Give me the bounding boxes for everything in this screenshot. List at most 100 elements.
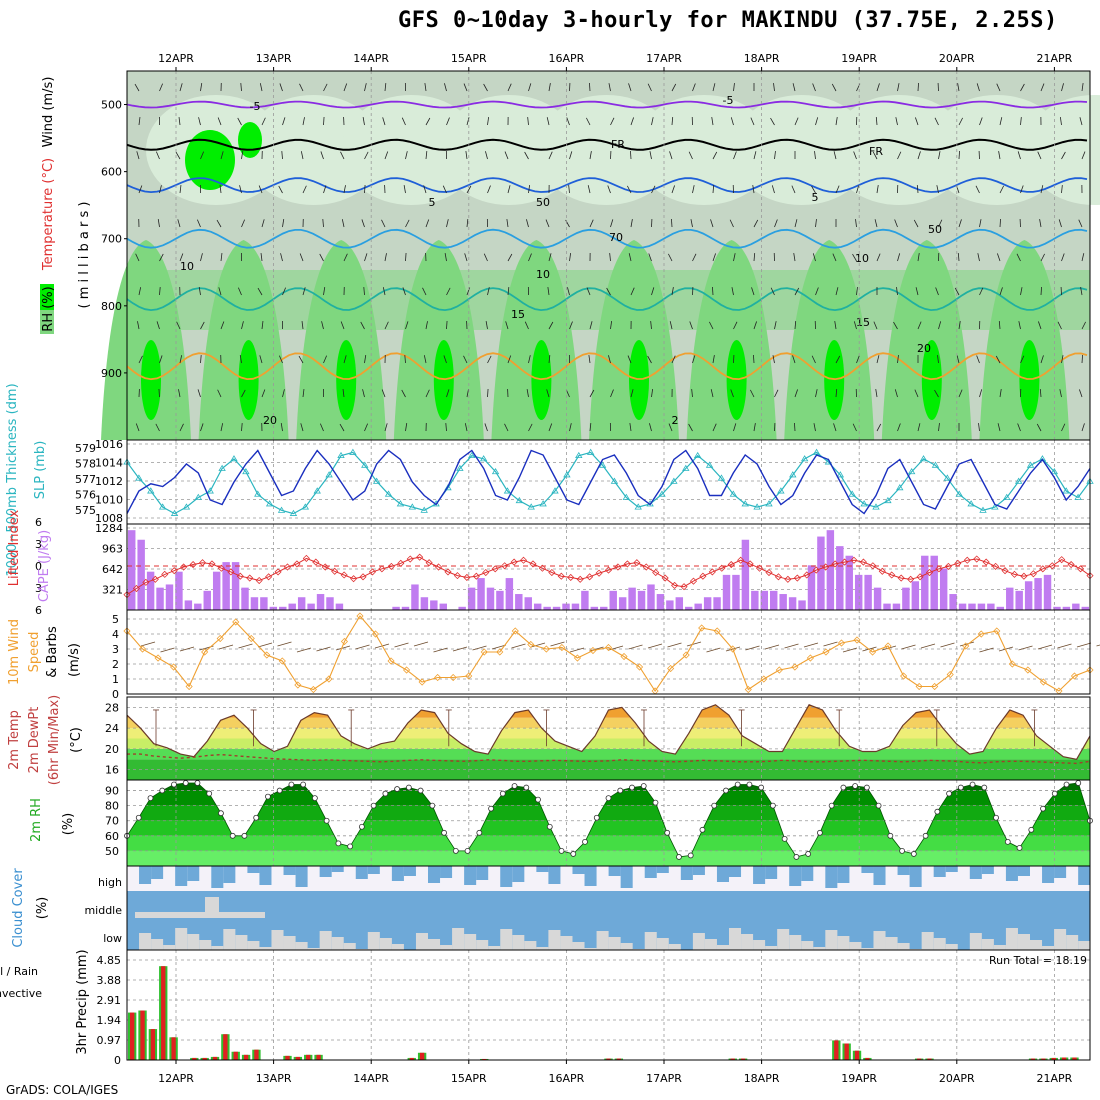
wind-barb — [444, 253, 447, 262]
thickness-marker — [836, 471, 845, 478]
wind-barb — [1020, 83, 1025, 92]
wind-barb — [958, 321, 961, 330]
wind-barb — [1079, 117, 1083, 126]
rh-saturated-core — [726, 340, 747, 420]
wind-barb — [997, 423, 1001, 432]
thickness-marker — [967, 500, 975, 507]
lifted-marker — [406, 555, 414, 563]
wind-barb — [528, 83, 532, 92]
cloud-high-bar — [825, 866, 838, 888]
thickness-marker — [860, 500, 868, 507]
wind-barb — [751, 287, 755, 296]
wind10-barb — [979, 647, 994, 653]
cloud-low-bar — [524, 941, 537, 950]
cape-bar — [411, 584, 419, 610]
lifted-marker — [1029, 570, 1037, 578]
precip-convective-bar — [616, 1058, 622, 1060]
rh2m-marker — [781, 835, 788, 842]
wind-barb — [423, 185, 427, 194]
rh2m-marker — [840, 784, 847, 791]
temp-tick-label: 16 — [105, 764, 119, 777]
rh2m-band — [127, 835, 1090, 851]
wind-barb — [998, 151, 1001, 160]
thickness-marker — [396, 500, 405, 507]
wind-barb — [651, 117, 654, 126]
wind10-marker — [558, 643, 566, 652]
lifted-marker — [151, 575, 159, 583]
wind-barb — [258, 185, 263, 194]
wind-barb — [241, 389, 246, 398]
cape-bar — [430, 600, 438, 610]
lifted-marker — [869, 562, 877, 570]
cloud-low-bar — [668, 944, 681, 950]
wind-barb — [301, 321, 304, 330]
thickness-marker — [741, 500, 749, 507]
wind-barb — [446, 287, 451, 296]
wind-barb — [323, 355, 327, 364]
cape-tick-label: 963 — [102, 543, 123, 556]
cloud-high-bar — [608, 866, 621, 876]
wind-barb — [261, 321, 264, 330]
lifted-marker — [576, 575, 584, 583]
wind-barb — [300, 151, 304, 160]
rh2m-marker — [312, 795, 318, 802]
cape-bar — [845, 555, 853, 610]
wind-barb — [610, 117, 615, 126]
rh2m-marker — [1063, 781, 1070, 788]
rh2m-marker — [347, 843, 354, 850]
wind-barb — [589, 151, 592, 160]
rh2m-marker — [617, 787, 624, 794]
cape-bar — [279, 606, 287, 610]
wind10-tick-label: 0 — [112, 688, 119, 701]
thickness-marker — [135, 474, 143, 481]
wind-barb — [524, 151, 529, 160]
wind10-barb — [647, 643, 663, 649]
wind-barb — [733, 321, 738, 330]
wind-barb — [608, 355, 611, 364]
rh2m-marker — [711, 802, 718, 809]
lifted-marker — [321, 563, 329, 571]
cloud-low-bar — [1005, 928, 1018, 950]
wind-barb — [729, 219, 734, 228]
date-label-top: 17APR — [646, 52, 682, 65]
cloud-high-bar — [680, 866, 693, 880]
cape-bar — [911, 581, 920, 610]
cape-bar — [1015, 590, 1023, 610]
cloud-low-bar — [692, 933, 705, 950]
cape-bar — [703, 597, 712, 610]
wind-barb — [813, 423, 816, 432]
wind-barb — [938, 151, 941, 160]
lifted-marker — [680, 583, 688, 591]
wind10-barb — [1018, 645, 1033, 651]
rh2m-marker — [358, 823, 365, 830]
wind-barb — [630, 219, 633, 228]
wind-barb — [280, 253, 283, 262]
thickness-marker — [551, 487, 559, 494]
thickness-marker — [919, 455, 928, 462]
cloud-low-bar — [199, 940, 212, 950]
cloud-low-bar — [1030, 940, 1043, 950]
rh-dry-patch — [438, 95, 579, 205]
wind-barb — [979, 219, 982, 228]
rh2m-marker — [476, 829, 483, 836]
wind10-barb — [530, 642, 546, 648]
wind-barb — [138, 287, 142, 296]
cape-bar — [524, 597, 532, 610]
thickness-marker — [337, 451, 345, 459]
wind10-marker — [232, 618, 240, 626]
thickness-marker — [325, 471, 333, 478]
wind10-barb — [550, 641, 565, 647]
rh2m-marker — [875, 802, 882, 809]
wind-barb — [688, 423, 693, 432]
lifted-marker — [283, 563, 292, 571]
cape-bar — [637, 590, 646, 610]
wind-barb — [709, 321, 714, 330]
wind-barb — [915, 117, 919, 126]
wind-barb — [322, 218, 324, 228]
wind-barb — [1040, 83, 1045, 92]
wind-barb — [1017, 151, 1021, 160]
wind-barb — [465, 151, 468, 160]
wind-barb — [155, 423, 160, 432]
lifted-marker — [501, 562, 509, 570]
wind-barb — [1080, 287, 1083, 296]
